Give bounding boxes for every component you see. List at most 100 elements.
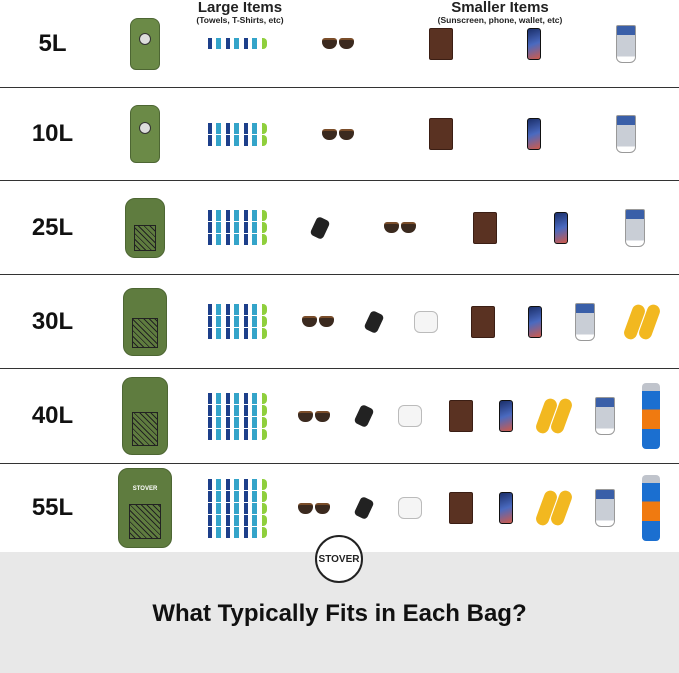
bag-row: 10L [0, 88, 679, 181]
towel-stack [203, 392, 267, 440]
sunscreen-icon [575, 302, 596, 341]
dry-bag-icon [130, 105, 160, 163]
small-items-cell [285, 475, 679, 541]
phone-icon [527, 118, 542, 150]
sunscreen-icon [615, 24, 636, 63]
bag-brand: STOVER [132, 486, 158, 493]
bag-image-cell [105, 377, 185, 455]
towel-icon [203, 514, 267, 526]
sunscreen-spray-icon [641, 383, 660, 449]
sunscreen-icon [624, 208, 645, 247]
airpods-icon [397, 405, 422, 427]
bag-size-label: 40L [31, 402, 74, 429]
bag-row: 30L [0, 275, 679, 369]
stover-logo: STOVER [315, 535, 363, 583]
sunscreen-icon [594, 489, 615, 527]
footer-title: What Typically Fits in Each Bag? [152, 600, 527, 627]
large-items-cell [185, 38, 285, 49]
bag-image-cell: STOVER [105, 468, 185, 548]
flip-flops-icon [622, 302, 663, 341]
towel-icon [203, 428, 267, 440]
sunglasses-icon [298, 410, 331, 422]
small-items-cell [285, 24, 679, 63]
sunglasses-icon [298, 502, 331, 514]
towel-icon [203, 526, 267, 538]
wallet-icon [470, 305, 495, 338]
bag-row: 40L [0, 369, 679, 464]
dry-bag-icon [130, 17, 160, 70]
large-items-cell [185, 304, 285, 339]
large-items-subtitle: (Towels, T-Shirts, etc) [196, 15, 284, 25]
bag-logo-icon [139, 122, 151, 135]
towel-icon [203, 304, 267, 315]
towel-icon [203, 416, 267, 428]
towel-icon [203, 222, 267, 233]
airpods-icon [413, 310, 438, 333]
towel-icon [203, 392, 267, 404]
phone-icon [499, 492, 514, 524]
backpack-icon: STOVER [118, 468, 172, 548]
wallet-icon [472, 211, 497, 244]
towel-stack [203, 38, 267, 49]
phone-icon [553, 211, 568, 244]
towel-icon [203, 502, 267, 514]
bag-row: 55L STOVER [0, 464, 679, 552]
flip-flops-icon [534, 396, 574, 436]
bag-size-label: 5L [38, 29, 67, 57]
phone-icon [499, 400, 514, 432]
sunglasses-icon [322, 38, 355, 49]
bag-size-label: 25L [31, 213, 74, 241]
large-items-header: Large Items (Towels, T-Shirts, etc) [185, 0, 295, 26]
towel-icon [203, 234, 267, 245]
small-items-title: Smaller Items [451, 0, 549, 16]
flip-flops-icon [534, 488, 574, 528]
small-items-cell [285, 302, 679, 341]
logo-text: STOVER [318, 553, 360, 565]
car-keys-icon [353, 403, 375, 429]
towel-icon [203, 38, 267, 49]
wallet-icon [428, 27, 453, 60]
sunglasses-icon [301, 316, 334, 327]
sunscreen-spray-icon [641, 475, 660, 541]
small-items-header: Smaller Items (Sunscreen, phone, wallet,… [415, 0, 585, 26]
backpack-icon [125, 197, 165, 258]
sunglasses-icon [384, 222, 417, 233]
towel-icon [203, 210, 267, 221]
phone-icon [527, 27, 542, 60]
phone-icon [528, 305, 543, 338]
small-items-subtitle: (Sunscreen, phone, wallet, etc) [437, 15, 563, 25]
bag-image-cell [105, 197, 185, 258]
bag-image-cell [105, 105, 185, 163]
large-items-cell [185, 210, 285, 245]
bag-row: 5L [0, 0, 679, 88]
bag-size-label: 30L [31, 307, 74, 335]
sunscreen-icon [615, 115, 636, 153]
towel-icon [203, 328, 267, 339]
bag-image-cell [105, 287, 185, 356]
small-items-cell [285, 208, 679, 247]
towel-stack [203, 210, 267, 245]
towel-icon [203, 134, 267, 146]
towel-icon [203, 478, 267, 490]
car-keys-icon [309, 215, 331, 240]
sunscreen-icon [594, 397, 615, 435]
large-items-cell [185, 478, 285, 538]
towel-stack [203, 122, 267, 146]
car-keys-icon [353, 495, 375, 521]
large-items-cell [185, 122, 285, 146]
towel-icon [203, 122, 267, 134]
backpack-icon [122, 377, 168, 455]
bag-logo-icon [139, 32, 151, 45]
towel-icon [203, 404, 267, 416]
towel-stack [203, 478, 267, 538]
small-items-cell [285, 115, 679, 153]
bag-size-label: 55L [31, 494, 74, 521]
wallet-icon [448, 492, 473, 524]
bag-image-cell [105, 17, 185, 70]
small-items-cell [285, 383, 679, 449]
wallet-icon [428, 118, 453, 150]
backpack-icon [123, 287, 167, 356]
wallet-icon [448, 400, 473, 432]
sunglasses-icon [322, 128, 355, 140]
bag-row: 25L [0, 181, 679, 275]
